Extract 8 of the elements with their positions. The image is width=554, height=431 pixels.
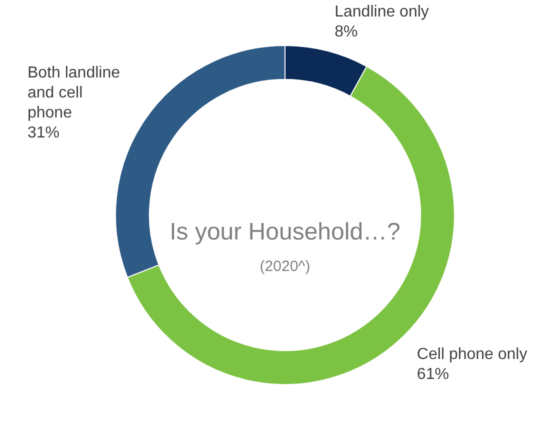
slice-label: Both landline and cell phone xyxy=(27,64,120,122)
data-label: 61% xyxy=(416,366,449,384)
data-label: 8% xyxy=(334,23,358,40)
data-label: 31% xyxy=(27,124,60,142)
slice-label: Landline only xyxy=(334,3,429,20)
text: Is your Household…? xyxy=(170,218,400,246)
text: (2020^) xyxy=(260,258,310,276)
slice-label: Cell phone only xyxy=(416,346,528,364)
